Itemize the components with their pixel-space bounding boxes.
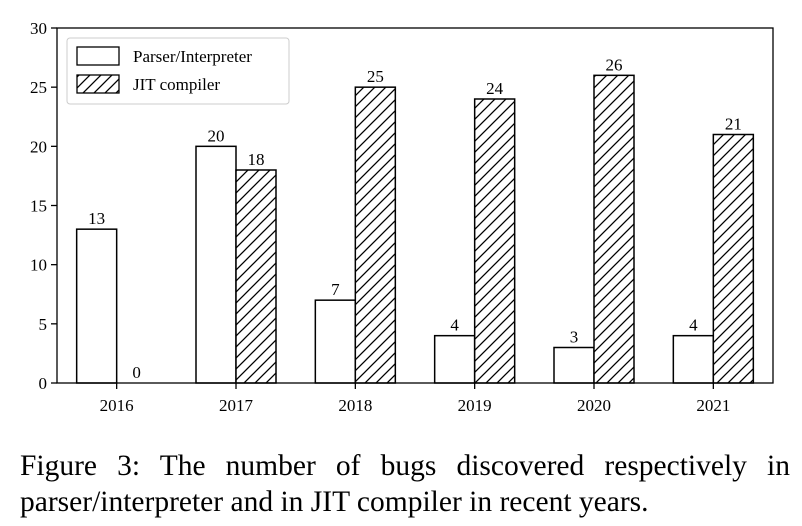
legend-swatch-parser-interpreter <box>76 46 120 66</box>
bar-jit-compiler <box>235 169 277 384</box>
bar-value-label: 25 <box>367 67 384 86</box>
bar-value-label: 0 <box>132 363 141 382</box>
bar-parser-interpreter <box>433 334 476 384</box>
data-labels-group: 13 0 20 18 7 25 4 24 3 26 4 21 <box>88 55 742 382</box>
x-tick-label: 2017 <box>219 396 254 415</box>
y-tick-label: 0 <box>39 374 48 393</box>
bar-value-label: 24 <box>486 79 504 98</box>
bar-parser-interpreter <box>195 145 237 384</box>
bar-jit-compiler <box>712 133 755 384</box>
bar-jit-compiler <box>473 98 516 384</box>
bar-value-label: 18 <box>248 150 265 169</box>
y-axis: 0 5 10 15 20 25 30 <box>30 19 57 393</box>
plot-frame <box>56 27 774 384</box>
bar-parser-interpreter <box>314 299 357 384</box>
bars-group <box>75 74 755 384</box>
bar-parser-interpreter <box>672 334 715 384</box>
y-tick-label: 10 <box>30 256 47 275</box>
x-tick-label: 2020 <box>577 396 611 415</box>
bar-value-label: 26 <box>606 55 623 74</box>
bar-jit-compiler <box>354 86 397 384</box>
y-tick-label: 20 <box>30 137 47 156</box>
x-tick-label: 2016 <box>100 396 134 415</box>
x-tick-label: 2018 <box>338 396 372 415</box>
bar-jit-compiler <box>593 74 635 384</box>
legend-label-jit-compiler: JIT compiler <box>133 75 220 94</box>
bar-value-label: 4 <box>450 316 459 335</box>
legend-box <box>66 37 290 105</box>
legend: Parser/Interpreter JIT compiler <box>66 37 290 105</box>
bar-value-label: 4 <box>689 316 698 335</box>
y-tick-label: 15 <box>30 197 47 216</box>
y-tick-label: 5 <box>39 315 48 334</box>
bar-value-label: 20 <box>208 126 225 145</box>
y-tick-label: 25 <box>30 78 47 97</box>
legend-label-parser-interpreter: Parser/Interpreter <box>133 47 252 66</box>
bar-value-label: 21 <box>725 115 742 134</box>
x-tick-label: 2019 <box>458 396 492 415</box>
figure-caption: Figure 3: The number of bugs discovered … <box>20 450 790 518</box>
bar-parser-interpreter <box>75 228 118 384</box>
bar-parser-interpreter <box>553 346 595 384</box>
x-tick-label: 2021 <box>696 396 730 415</box>
bar-value-label: 13 <box>88 209 105 228</box>
legend-swatch-jit-compiler <box>76 74 120 94</box>
bar-value-label: 7 <box>331 280 340 299</box>
x-axis: 2016 2017 2018 2019 2020 2021 <box>100 383 730 415</box>
y-tick-label: 30 <box>30 19 47 38</box>
bar-value-label: 3 <box>570 328 579 347</box>
